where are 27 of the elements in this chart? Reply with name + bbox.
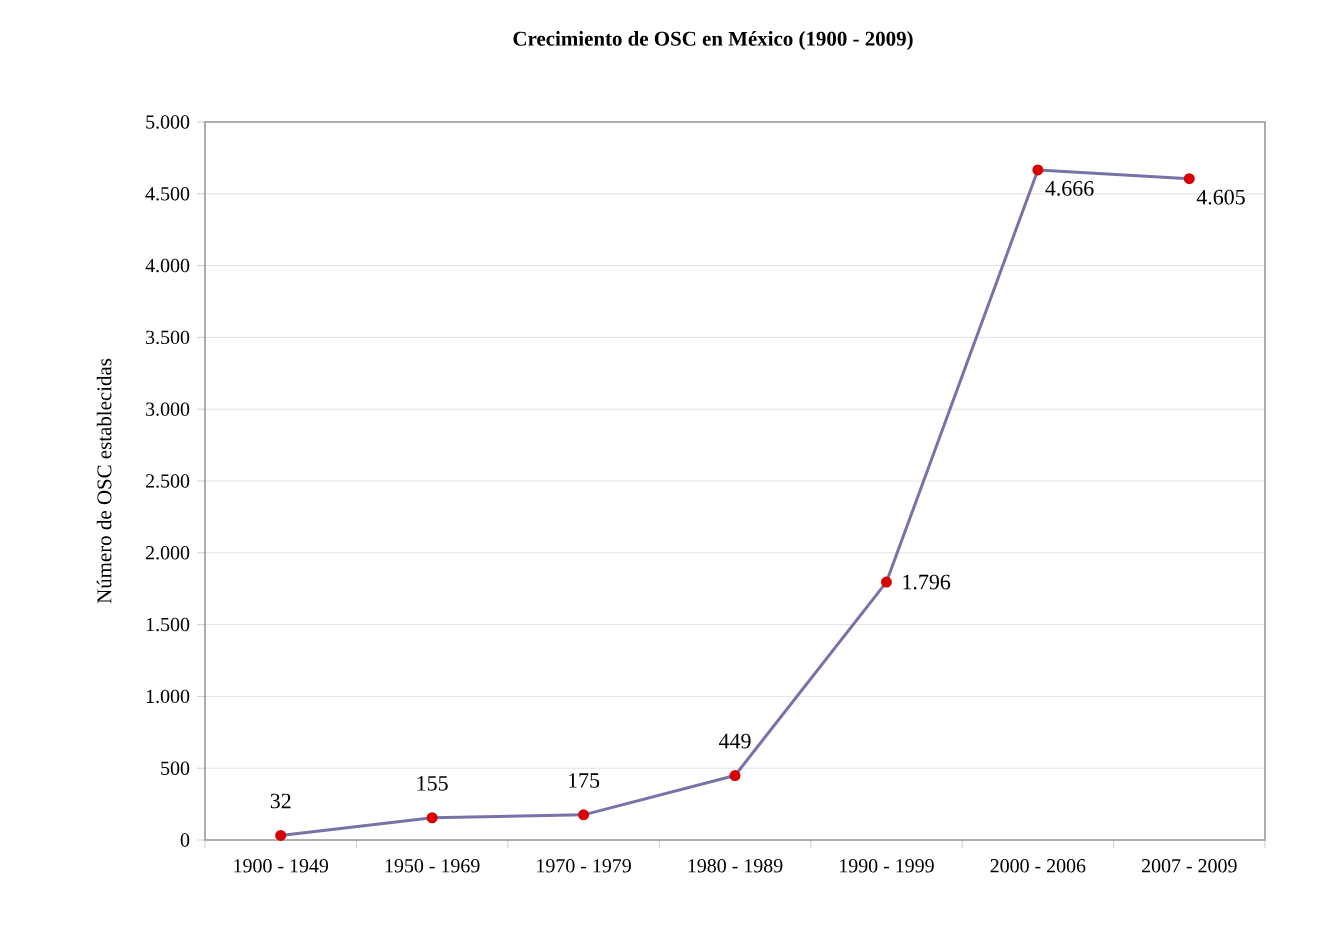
- x-tick-label: 1900 - 1949: [234, 859, 329, 873]
- data-label: 155: [417, 776, 448, 791]
- y-tick-label: 2.500: [146, 474, 190, 488]
- y-tick-label: 3.500: [146, 330, 190, 345]
- x-tick-label: 2007 - 2009: [1142, 859, 1237, 873]
- y-axis-title: Número de OSC establecidas: [96, 358, 112, 604]
- data-label: 449: [719, 733, 751, 749]
- x-tick-label: 1970 - 1979: [537, 859, 631, 873]
- y-tick-label: 500: [161, 761, 190, 775]
- y-tick-label: 4.500: [145, 187, 190, 201]
- y-tick-label: 3.000: [146, 402, 190, 416]
- y-tick-label: 1.000: [146, 689, 190, 704]
- y-tick-label: 1.500: [146, 617, 190, 632]
- data-label: 32: [270, 793, 291, 809]
- data-label: 175: [569, 773, 600, 788]
- x-tick-label: 1990 - 1999: [840, 859, 934, 873]
- chart-title: Crecimiento de OSC en México (1900 - 2009): [513, 31, 913, 50]
- x-tick-label: 1980 - 1989: [688, 859, 783, 873]
- y-tick-label: 4.000: [145, 258, 190, 273]
- y-tick-label: 0: [180, 833, 190, 847]
- data-label: 4.666: [1045, 181, 1094, 196]
- x-tick-label: 1950 - 1969: [385, 859, 480, 873]
- data-label: 1.796: [903, 574, 951, 590]
- x-tick-label: 2000 - 2006: [990, 859, 1086, 873]
- y-tick-label: 2.000: [146, 546, 190, 560]
- y-tick-label: 5.000: [146, 115, 190, 129]
- data-label: 4.605: [1196, 189, 1245, 205]
